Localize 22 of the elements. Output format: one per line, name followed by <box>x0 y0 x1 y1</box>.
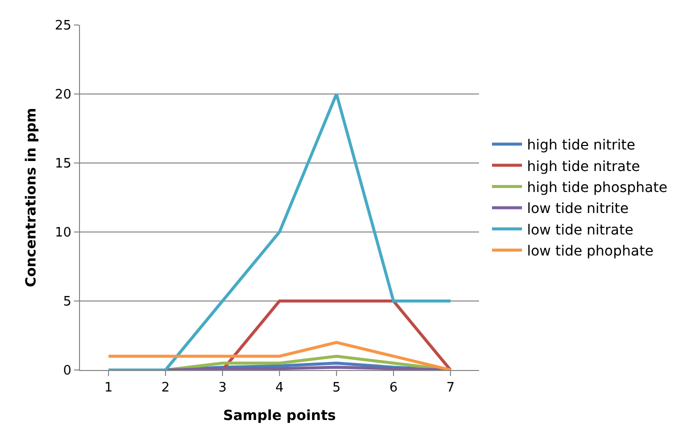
y-axis-title: Concentrations in ppm <box>23 108 40 288</box>
y-tick-label: 15 <box>54 156 72 172</box>
line-series <box>107 92 452 370</box>
legend-label: low tide nitrate <box>526 222 634 238</box>
legend-label: high tide nitrite <box>526 138 636 154</box>
x-tick-label: 3 <box>218 380 227 396</box>
y-tick-label: 25 <box>54 18 72 34</box>
legend-label: low tide phophate <box>526 244 654 260</box>
x-tick-label: 6 <box>389 380 398 396</box>
x-tick-label: 4 <box>275 380 284 396</box>
legend-label: high tide nitrate <box>526 158 640 175</box>
y-tick-label: 5 <box>63 294 72 310</box>
y-tick-label: 10 <box>54 226 72 241</box>
x-tick-label: 7 <box>446 380 455 396</box>
x-tick-label: 1 <box>104 380 113 396</box>
x-tick-label: 2 <box>161 380 170 396</box>
y-tick-label: 0 <box>63 364 72 379</box>
x-tick-label: 5 <box>332 380 341 396</box>
y-tick-label: 20 <box>54 88 72 103</box>
legend-label: high tide phosphate <box>526 180 668 196</box>
x-axis-title: Sample points <box>223 408 336 424</box>
legend-label: low tide nitrite <box>526 201 629 218</box>
